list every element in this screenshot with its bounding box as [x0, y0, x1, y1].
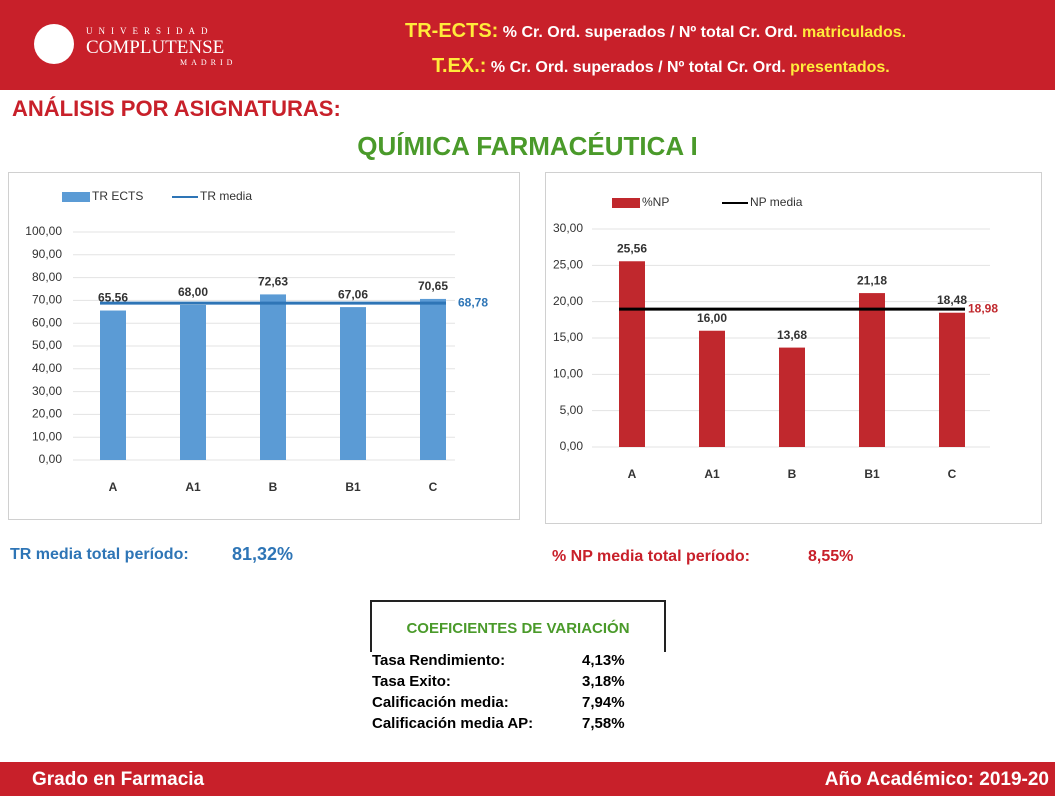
header-band: UNIVERSIDAD COMPLUTENSE MADRID TR-ECTS: …: [0, 0, 1055, 90]
bar: [779, 347, 805, 447]
header-em: presentados.: [790, 59, 890, 76]
y-tick-label: 15,00: [553, 330, 583, 344]
y-tick-label: 30,00: [553, 221, 583, 235]
legend-label: TR ECTS: [92, 189, 143, 203]
legend-label: NP media: [750, 195, 803, 209]
reference-label: 68,78: [458, 295, 488, 309]
logo-seal: [34, 24, 74, 64]
bar: [699, 330, 725, 447]
header-em: matriculados.: [802, 24, 907, 41]
y-tick-label: 90,00: [32, 247, 62, 261]
header-key: TR-ECTS:: [405, 20, 499, 42]
y-tick-label: 0,00: [560, 439, 584, 453]
summary-value: 81,32%: [232, 544, 294, 564]
value-label: 18,48: [937, 293, 967, 307]
table-row: Calificación media: 7,94%: [372, 692, 652, 713]
x-tick-label: B1: [345, 480, 361, 494]
y-tick-label: 0,00: [39, 452, 63, 466]
y-tick-label: 20,00: [553, 294, 583, 308]
table-cell: Tasa Exito:: [372, 673, 451, 690]
value-label: 21,18: [857, 273, 887, 287]
bar: [859, 293, 885, 447]
summary-label: TR media total período:: [10, 546, 189, 563]
x-tick-label: C: [948, 467, 957, 481]
bar: [619, 261, 645, 447]
header-line: TR-ECTS: % Cr. Ord. superados / Nº total…: [405, 20, 906, 43]
logo-text: UNIVERSIDAD: [86, 26, 214, 36]
x-tick-label: B1: [864, 467, 880, 481]
x-tick-label: A: [109, 480, 118, 494]
x-tick-label: C: [429, 480, 438, 494]
bar: [260, 294, 286, 460]
y-tick-label: 50,00: [32, 338, 62, 352]
table-row: Tasa Exito: 3,18%: [372, 671, 652, 692]
table-cell: Calificación media AP:: [372, 715, 534, 732]
bar: [420, 298, 446, 460]
y-tick-label: 80,00: [32, 270, 62, 284]
footer-band: Grado en Farmacia Año Académico: 2019-20: [0, 762, 1055, 796]
bar: [100, 310, 126, 460]
y-tick-label: 70,00: [32, 293, 62, 307]
y-tick-label: 10,00: [32, 429, 62, 443]
table-title: COEFICIENTES DE VARIACIÓN: [406, 620, 630, 637]
table-cell: 7,58%: [582, 715, 625, 732]
bar: [340, 307, 366, 460]
y-tick-label: 100,00: [25, 224, 62, 238]
table-row: Tasa Rendimiento: 4,13%: [372, 650, 652, 671]
x-tick-label: B: [269, 480, 278, 494]
table-cell: Tasa Rendimiento:: [372, 652, 506, 669]
logo-text: MADRID: [180, 58, 237, 67]
bar: [180, 304, 206, 460]
y-tick-label: 25,00: [553, 258, 583, 272]
header-text: % Cr. Ord. superados / Nº total Cr. Ord.: [490, 59, 786, 76]
x-tick-label: A: [628, 467, 637, 481]
value-label: 70,65: [418, 279, 448, 293]
table: Tasa Rendimiento: 4,13% Tasa Exito: 3,18% Ca…: [372, 650, 652, 734]
x-tick-label: B: [788, 467, 797, 481]
table-cell: 3,18%: [582, 673, 625, 690]
y-tick-label: 5,00: [560, 403, 584, 417]
value-label: 25,56: [617, 241, 647, 255]
bar: [939, 312, 965, 447]
table-cell: Calificación media:: [372, 694, 509, 711]
logo-text: COMPLUTENSE: [86, 37, 225, 58]
legend-swatch: [62, 192, 90, 202]
y-tick-label: 20,00: [32, 407, 62, 421]
y-tick-label: 40,00: [32, 361, 62, 375]
header-line: T.EX.: % Cr. Ord. superados / Nº total C…: [432, 55, 890, 78]
x-tick-label: A1: [704, 467, 720, 481]
value-label: 16,00: [697, 311, 727, 325]
value-label: 65,56: [98, 291, 128, 305]
header-key: T.EX.:: [432, 55, 487, 77]
value-label: 67,06: [338, 287, 368, 301]
table-cell: 4,13%: [582, 652, 625, 669]
section-title: ANÁLISIS POR ASIGNATURAS:: [12, 96, 341, 121]
footer-left: Grado en Farmacia: [32, 769, 205, 790]
footer-right: Año Académico: 2019-20: [824, 769, 1049, 790]
value-label: 68,00: [178, 285, 208, 299]
y-tick-label: 30,00: [32, 384, 62, 398]
summary-value: 8,55%: [808, 548, 854, 565]
value-label: 72,63: [258, 275, 288, 289]
legend-label: %NP: [642, 195, 669, 209]
header-text: % Cr. Ord. superados / Nº total Cr. Ord.: [502, 24, 798, 41]
table-row: Calificación media AP: 7,58%: [372, 713, 652, 734]
x-tick-label: A1: [185, 480, 201, 494]
y-tick-label: 10,00: [553, 367, 583, 381]
subject-title: QUÍMICA FARMACÉUTICA I: [357, 131, 698, 161]
legend-swatch: [612, 198, 640, 208]
legend-label: TR media: [200, 189, 252, 203]
value-label: 13,68: [777, 328, 807, 342]
reference-label: 18,98: [968, 301, 998, 315]
table-cell: 7,94%: [582, 694, 625, 711]
table-frame: [370, 600, 666, 652]
summary-label: % NP media total período:: [552, 548, 750, 565]
y-tick-label: 60,00: [32, 315, 62, 329]
